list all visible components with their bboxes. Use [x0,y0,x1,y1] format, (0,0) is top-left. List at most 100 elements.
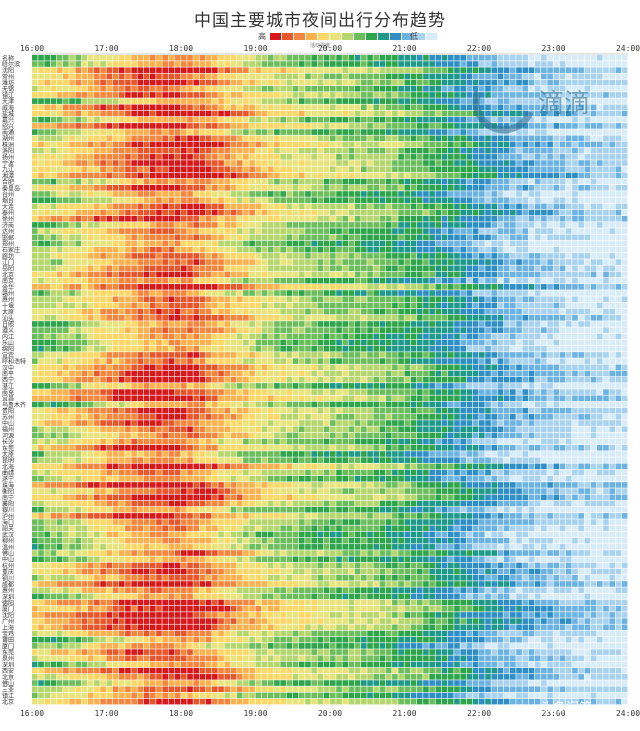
heatmap-cell [311,240,317,247]
heatmap-cell [118,358,125,364]
heatmap-cell [168,178,175,185]
heatmap-cell [596,327,603,333]
heatmap-cell [118,79,125,86]
heatmap-cell [392,234,398,241]
heatmap-cell [261,265,268,272]
heatmap-cell [69,67,75,73]
heatmap-cell [174,154,181,160]
heatmap-cell [193,339,200,346]
heatmap-cell [143,296,150,303]
heatmap-cell [100,197,106,203]
heatmap-cell [137,85,144,92]
heatmap-cell [510,166,516,173]
heatmap-cell [280,345,286,352]
heatmap-cell [410,160,417,166]
heatmap-cell [156,265,162,272]
heatmap-cell [193,178,200,185]
heatmap-cell [479,222,485,228]
heatmap-cell [205,178,212,185]
heatmap-cell [510,55,516,61]
heatmap-cell [236,265,243,272]
heatmap-cell [603,147,609,154]
heatmap-cell [522,222,529,228]
heatmap-cell [466,321,473,327]
heatmap-cell [199,104,206,111]
heatmap-cell [609,123,615,129]
heatmap-cell [38,290,44,296]
heatmap-cell [596,197,603,203]
heatmap-cell [255,123,262,129]
heatmap-cell [435,197,442,203]
heatmap-cell [404,154,411,160]
heatmap-cell [125,197,131,203]
heatmap-cell [354,172,361,179]
heatmap-cell [205,203,212,210]
heatmap-cell [112,129,119,135]
heatmap-cell [367,92,373,98]
heatmap-cell [516,315,522,321]
heatmap-cell [385,345,392,352]
heatmap-cell [491,345,498,352]
heatmap-cell [392,321,398,327]
heatmap-cell [118,240,125,247]
heatmap-cell [75,370,82,377]
heatmap-cell [609,290,615,296]
heatmap-cell [541,240,547,247]
heatmap-cell [100,191,106,197]
heatmap-cell [603,296,609,303]
heatmap-cell [466,333,473,340]
heatmap-cell [621,160,628,166]
heatmap-cell [398,271,404,278]
heatmap-cell [305,321,311,327]
heatmap-cell [156,116,162,123]
heatmap-cell [497,73,504,80]
heatmap-cell [596,79,603,86]
heatmap-cell [596,265,603,272]
heatmap-cell [441,259,448,265]
heatmap-cell [392,209,398,216]
heatmap-cell [75,215,82,222]
heatmap-cell [187,160,193,166]
heatmap-cell [479,166,485,173]
heatmap-cell [292,284,299,290]
heatmap-cell [361,222,367,228]
heatmap-cell [137,352,144,358]
heatmap-cell [69,197,75,203]
heatmap-cell [336,308,342,315]
heatmap-cell [292,147,299,154]
heatmap-cell [162,85,168,92]
heatmap-cell [125,327,131,333]
heatmap-cell [267,166,274,173]
heatmap-cell [479,185,485,191]
heatmap-cell [75,253,82,259]
heatmap-cell [230,259,237,265]
heatmap-cell [330,154,336,160]
heatmap-cell [522,339,529,346]
heatmap-cell [280,321,286,327]
heatmap-cell [81,160,88,166]
heatmap-cell [416,141,423,148]
heatmap-cell [373,135,380,142]
heatmap-cell [311,73,317,80]
heatmap-cell [547,116,553,123]
heatmap-cell [100,265,106,272]
heatmap-cell [75,104,82,111]
heatmap-cell [410,345,417,352]
heatmap-cell [75,234,82,241]
heatmap-cell [572,246,578,253]
heatmap-cell [149,240,156,247]
heatmap-cell [584,321,591,327]
heatmap-cell [149,154,156,160]
heatmap-cell [429,308,435,315]
heatmap-cell [243,234,249,241]
heatmap-cell [379,321,386,327]
heatmap-cell [503,315,510,321]
heatmap-cell [348,271,355,278]
heatmap-cell [392,73,398,80]
heatmap-cell [168,191,175,197]
heatmap-cell [410,339,417,346]
heatmap-cell [44,215,51,222]
heatmap-cell [199,284,206,290]
heatmap-cell [410,73,417,80]
heatmap-cell [143,222,150,228]
